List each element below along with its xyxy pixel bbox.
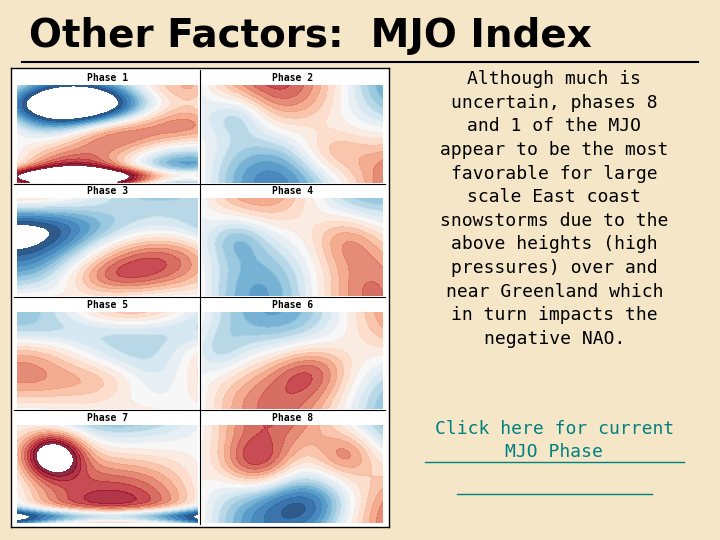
- Text: Phase 4: Phase 4: [272, 186, 313, 197]
- Text: Other Factors:  MJO Index: Other Factors: MJO Index: [29, 17, 592, 55]
- Text: Phase 1: Phase 1: [86, 73, 127, 83]
- Text: Phase 7: Phase 7: [86, 413, 127, 423]
- Text: Phase 5: Phase 5: [86, 300, 127, 310]
- Text: Click here for current
MJO Phase: Click here for current MJO Phase: [435, 420, 674, 462]
- Text: Phase 2: Phase 2: [272, 73, 313, 83]
- Text: Phase 3: Phase 3: [86, 186, 127, 197]
- Text: Although much is
uncertain, phases 8
and 1 of the MJO
appear to be the most
favo: Although much is uncertain, phases 8 and…: [440, 70, 669, 348]
- Text: Phase 8: Phase 8: [272, 413, 313, 423]
- Text: Phase 6: Phase 6: [272, 300, 313, 310]
